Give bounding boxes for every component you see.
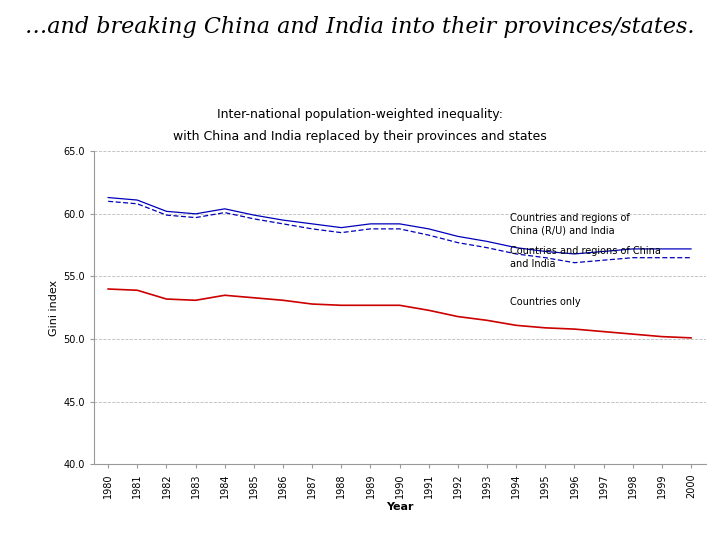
X-axis label: Year: Year (386, 502, 413, 512)
Text: Inter-national population-weighted inequality:: Inter-national population-weighted inequ… (217, 108, 503, 121)
Text: …and breaking China and India into their provinces/states.: …and breaking China and India into their… (25, 16, 695, 38)
Text: Countries only: Countries only (510, 296, 581, 307)
Y-axis label: Gini index: Gini index (49, 280, 59, 336)
Text: with China and India replaced by their provinces and states: with China and India replaced by their p… (173, 130, 547, 143)
Text: Countries and regions of
China (R/U) and India: Countries and regions of China (R/U) and… (510, 213, 630, 235)
Text: Countries and regions of China
and India: Countries and regions of China and India (510, 246, 661, 269)
